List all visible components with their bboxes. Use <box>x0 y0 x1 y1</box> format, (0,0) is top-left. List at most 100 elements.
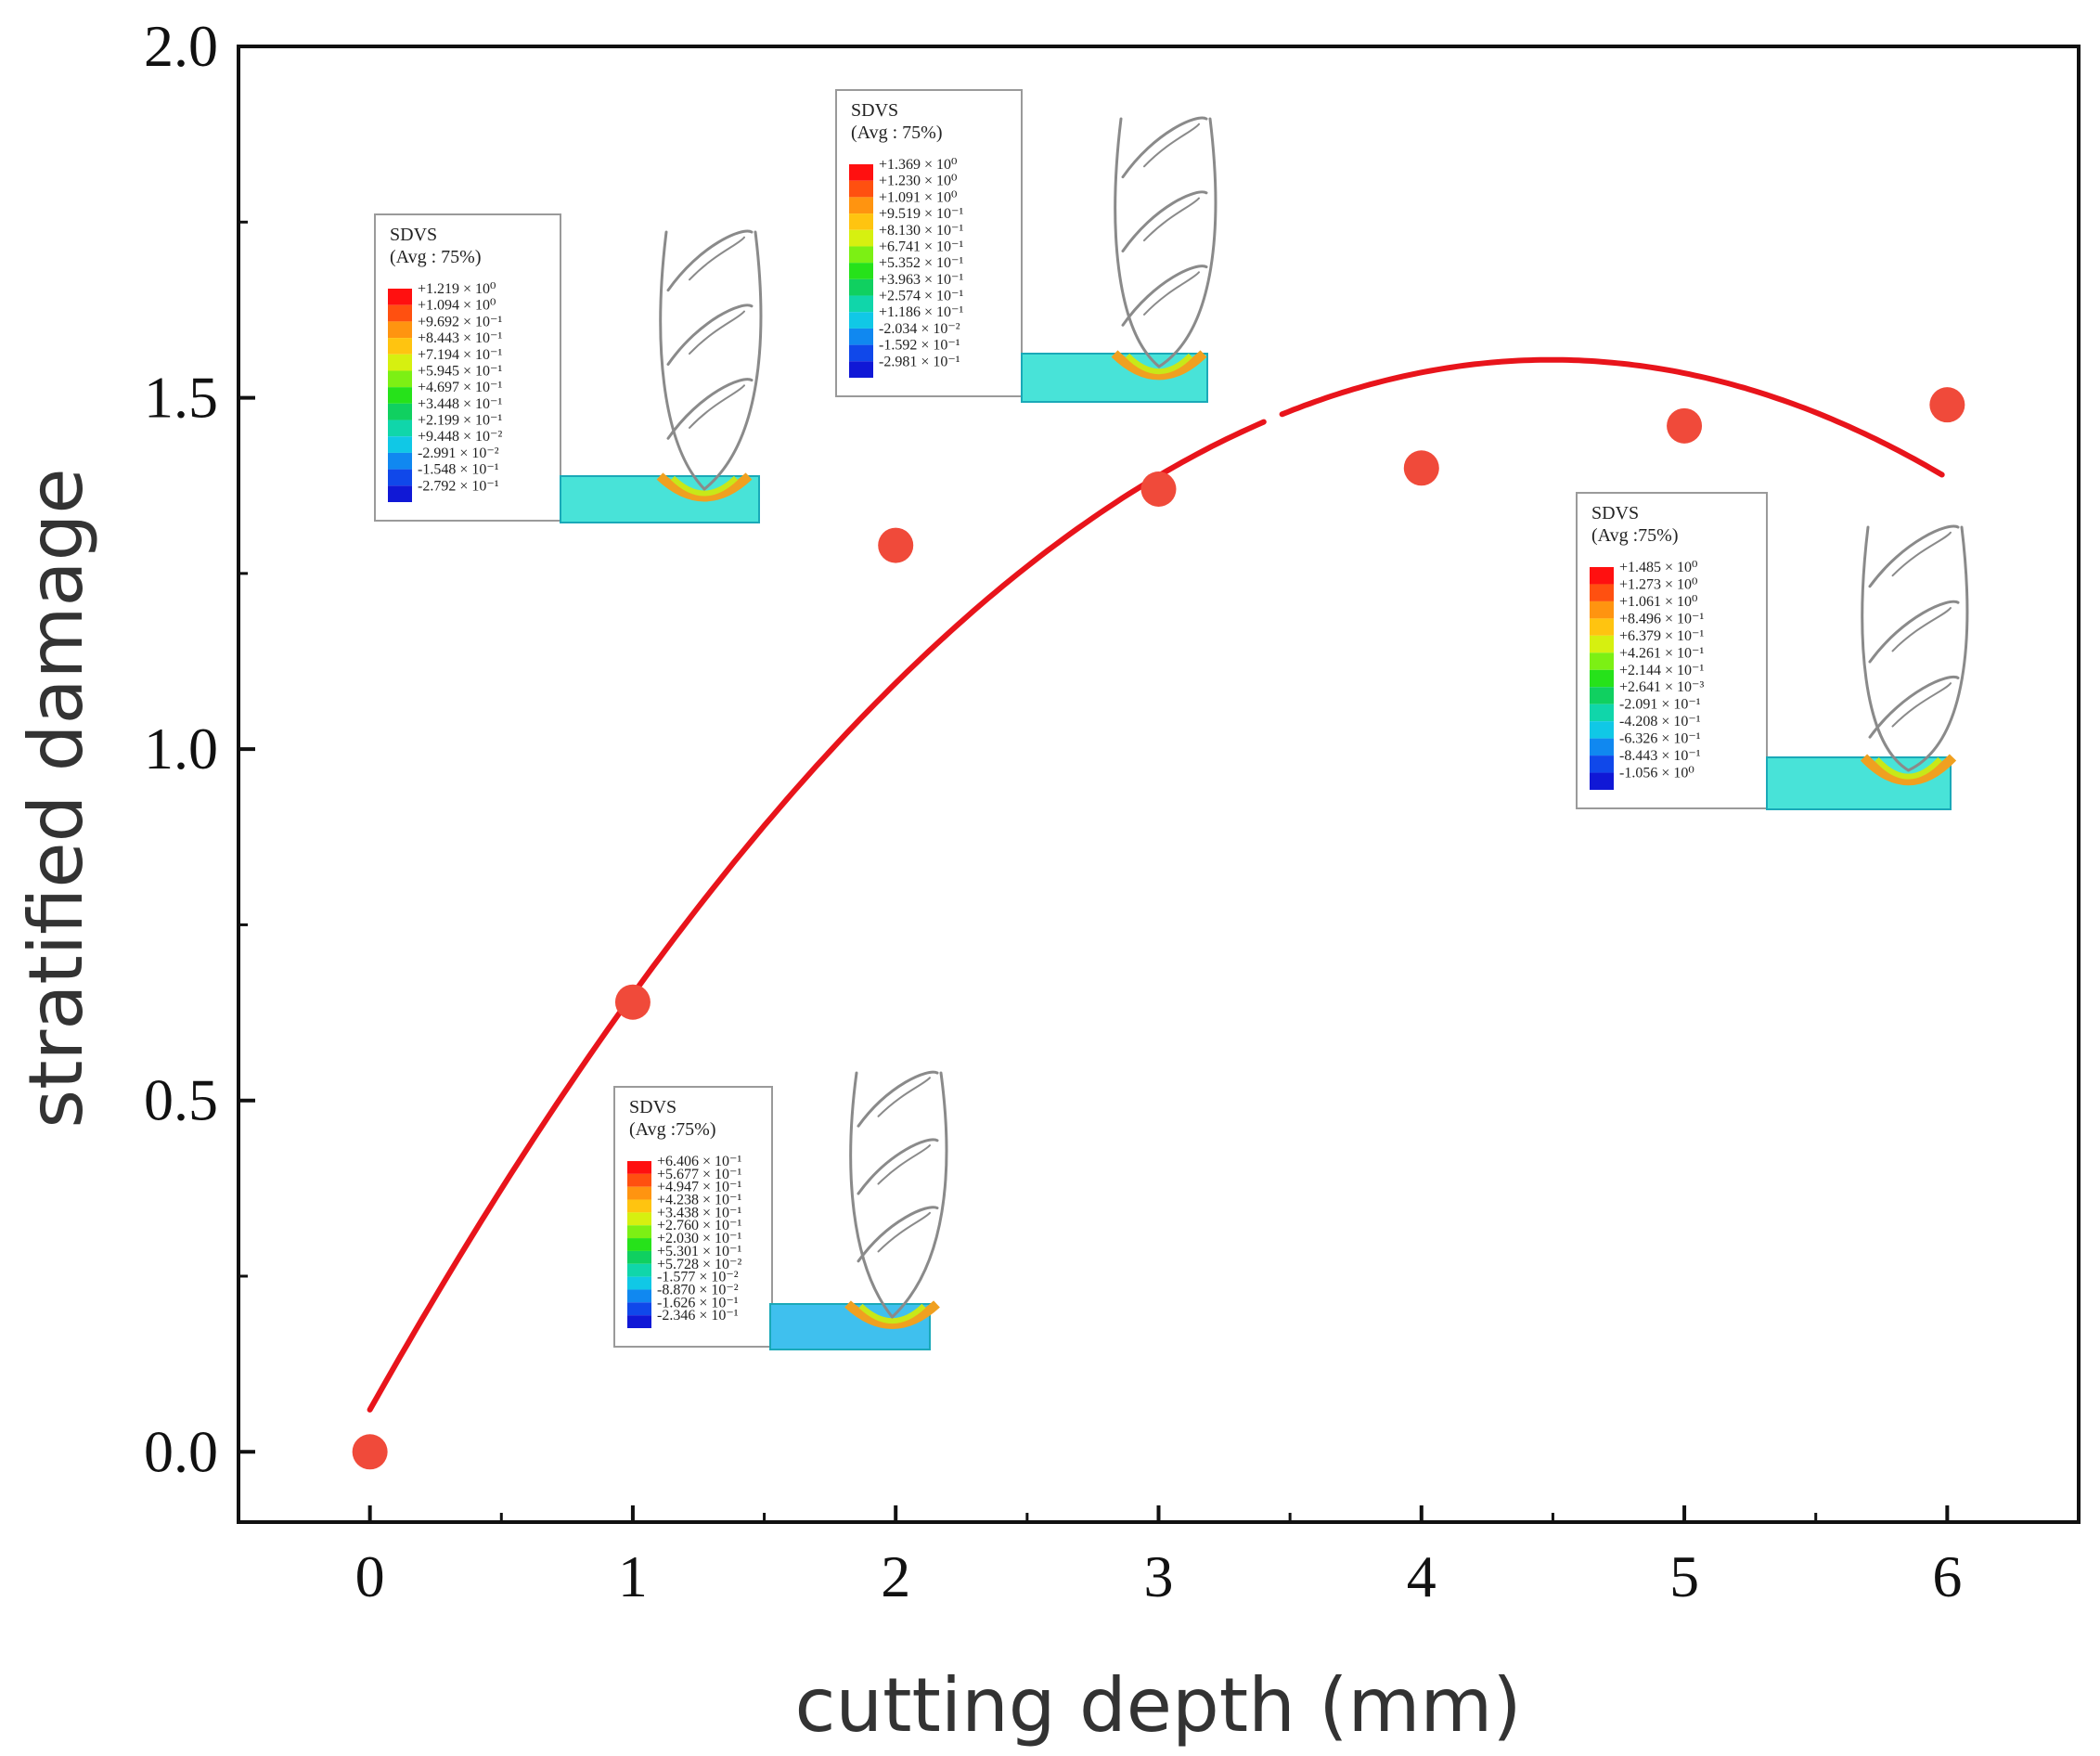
drill-flute-edge <box>1143 271 1200 316</box>
y-tick-label: 0.5 <box>144 1067 218 1133</box>
colorbar-value: +2.030 × 10⁻¹ <box>657 1231 741 1246</box>
specimen-block <box>1766 756 1952 810</box>
colorbar-swatch <box>1590 618 1614 636</box>
colorbar-value: +3.448 × 10⁻¹ <box>418 396 502 412</box>
y-tick-label: 1.0 <box>144 716 218 781</box>
damage-zone-inner <box>1875 756 1942 780</box>
colorbar-swatch <box>627 1199 651 1213</box>
colorbar-swatch <box>849 344 873 362</box>
drill-outline-left <box>1861 525 1910 772</box>
colorbar-swatch <box>1590 738 1614 756</box>
colorbar-value: -1.548 × 10⁻¹ <box>418 462 499 478</box>
drill-flute <box>1868 675 1960 739</box>
colorbar-swatch <box>627 1225 651 1239</box>
drill-outline-right <box>1907 525 1969 772</box>
colorbar-value: -2.091 × 10⁻¹ <box>1619 697 1701 713</box>
colorbar-swatch <box>1590 687 1614 704</box>
colorbar-value: +2.641 × 10⁻³ <box>1619 679 1704 695</box>
colorbar-value: -1.592 × 10⁻¹ <box>879 338 960 354</box>
drill-flute <box>666 378 754 440</box>
inset-depth-3: SDVS(Avg :75%) +1.485 × 10⁰+1.273 × 10⁰ +1… <box>1576 492 1969 810</box>
colorbar-value: +1.369 × 10⁰ <box>879 157 957 173</box>
colorbar-swatch <box>627 1289 651 1303</box>
data-point <box>352 1434 388 1470</box>
specimen-block <box>1021 353 1208 403</box>
colorbar-swatch <box>1590 721 1614 739</box>
colorbar-value: +1.219 × 10⁰ <box>418 281 496 297</box>
x-tick-label: 3 <box>1144 1543 1174 1609</box>
data-point <box>1140 471 1177 507</box>
colorbar-swatch <box>388 387 412 404</box>
drill-flute-edge <box>1143 197 1200 242</box>
colorbar-avg: (Avg :75%) <box>629 1119 716 1140</box>
data-points <box>352 387 1965 1470</box>
colorbar-value: +1.485 × 10⁰ <box>1619 560 1697 575</box>
colorbar-value: +1.094 × 10⁰ <box>418 298 496 314</box>
colorbar-value: +6.406 × 10⁻¹ <box>657 1154 741 1169</box>
damage-zone <box>844 1300 940 1329</box>
fea-insets: SDVS (Avg : 75%) +1.219 × 10⁰+1.094 × 10⁰ +… <box>374 89 1969 1350</box>
colorbar-swatch <box>849 213 873 230</box>
colorbar-value: +1.091 × 10⁰ <box>879 189 957 205</box>
colorbar-value: -2.981 × 10⁻¹ <box>879 354 960 369</box>
colorbar-value: +6.741 × 10⁻¹ <box>879 239 963 254</box>
x-tick-label: 4 <box>1407 1543 1437 1609</box>
drill-flute <box>1868 524 1960 588</box>
colorbar-swatch <box>388 452 412 470</box>
drill-flute-edge <box>689 236 745 281</box>
colorbar-swatch <box>627 1315 651 1328</box>
colorbar-value: -1.056 × 10⁰ <box>1619 766 1694 781</box>
colorbar-title: SDVS <box>1591 503 1639 523</box>
x-tick-label: 0 <box>355 1543 385 1609</box>
colorbar-value: +1.230 × 10⁰ <box>879 174 957 189</box>
drill-flute-edge <box>877 1144 931 1185</box>
colorbar-swatch <box>388 304 412 322</box>
colorbar-swatch <box>388 420 412 437</box>
colorbar-value: +3.438 × 10⁻¹ <box>657 1205 741 1220</box>
colorbar-value: -8.870 × 10⁻² <box>657 1282 739 1298</box>
colorbar-value: +8.443 × 10⁻¹ <box>418 330 502 346</box>
drill-outline-right <box>702 230 763 491</box>
drill-flute <box>857 1070 939 1128</box>
colorbar-value: -6.326 × 10⁻¹ <box>1619 731 1701 747</box>
inset-depth-2: SDVS(Avg : 75%)+1.369 × 10⁰+1.230 × 10⁰+… <box>835 89 1217 403</box>
colorbar-value: +3.963 × 10⁻¹ <box>879 272 963 288</box>
colorbar-value: +5.945 × 10⁻¹ <box>418 363 502 379</box>
drill-bit-icon <box>849 1070 948 1319</box>
colorbar-value: +9.448 × 10⁻² <box>418 429 502 445</box>
colorbar-swatch <box>388 436 412 453</box>
drill-flute-edge <box>1891 531 1952 577</box>
damage-zone-inner <box>858 1303 926 1324</box>
drill-flute-edge <box>689 310 745 355</box>
colorbar-value: +1.061 × 10⁰ <box>1619 594 1697 610</box>
colorbar-avg: (Avg : 75%) <box>390 247 482 267</box>
colorbar-swatch <box>849 164 873 181</box>
data-point <box>1667 407 1703 444</box>
drill-outline-right <box>891 1071 948 1319</box>
colorbar-value: +1.186 × 10⁻¹ <box>879 304 963 320</box>
drill-flute-edge <box>1143 123 1200 168</box>
colorbar-swatch <box>1590 600 1614 619</box>
colorbar-value: -2.792 × 10⁻¹ <box>418 478 499 494</box>
drill-outline-right <box>1157 117 1217 368</box>
colorbar-swatch <box>388 289 412 305</box>
colorbar-swatch <box>388 403 412 420</box>
damage-zone-inner <box>1125 353 1193 375</box>
colorbar-value: +2.144 × 10⁻¹ <box>1619 663 1704 678</box>
drill-outline-left <box>849 1071 894 1319</box>
colorbar-swatch <box>627 1302 651 1316</box>
colorbar-swatch <box>849 246 873 264</box>
drill-bit-icon <box>659 229 763 491</box>
colorbar-value: -4.208 × 10⁻¹ <box>1619 714 1701 730</box>
drill-flute <box>1121 116 1208 179</box>
colorbar-value: -1.626 × 10⁻¹ <box>657 1295 739 1311</box>
inset-depth-4: SDVS(Avg :75%) +6.406 × 10⁻¹+5.677 × 10⁻¹… <box>613 1070 948 1350</box>
colorbar-swatch <box>849 312 873 329</box>
y-axis-title: stratified damage <box>13 468 99 1128</box>
fit-curve <box>1279 356 1945 478</box>
x-tick-label: 6 <box>1932 1543 1962 1609</box>
colorbar-swatch <box>627 1173 651 1187</box>
colorbar-value: +4.238 × 10⁻¹ <box>657 1193 741 1208</box>
colorbar-swatch <box>388 354 412 371</box>
